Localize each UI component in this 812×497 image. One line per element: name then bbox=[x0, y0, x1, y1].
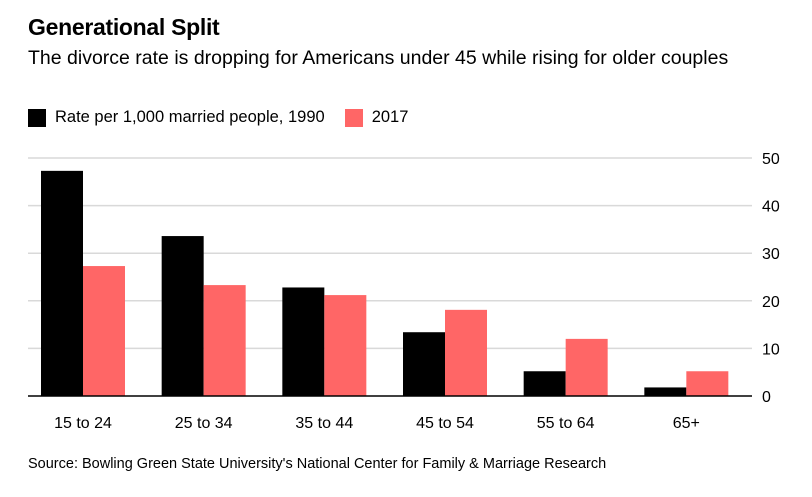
bar-1990-5 bbox=[644, 387, 687, 396]
bar-1990-4 bbox=[523, 371, 566, 396]
x-tick-label: 45 to 54 bbox=[416, 415, 474, 432]
chart-title: Generational Split bbox=[28, 14, 220, 40]
bar-1990-0 bbox=[41, 170, 83, 396]
bar-1990-3 bbox=[403, 332, 445, 396]
bar-2017-2 bbox=[324, 295, 367, 396]
x-tick-label: 15 to 24 bbox=[54, 415, 112, 432]
bar-1990-2 bbox=[282, 287, 325, 396]
legend-label-1990: Rate per 1,000 married people, 1990 bbox=[55, 108, 325, 126]
x-tick-label: 55 to 64 bbox=[537, 415, 595, 432]
legend: Rate per 1,000 married people, 1990 2017 bbox=[28, 108, 428, 127]
chart-subtitle: The divorce rate is dropping for America… bbox=[28, 47, 729, 69]
bar-2017-5 bbox=[686, 371, 729, 396]
bar-1990-1 bbox=[161, 236, 204, 396]
x-tick-label: 25 to 34 bbox=[175, 415, 233, 432]
x-tick-label: 35 to 44 bbox=[295, 415, 353, 432]
legend-swatch-2017 bbox=[344, 108, 363, 127]
legend-item-1990: Rate per 1,000 married people, 1990 bbox=[28, 108, 325, 127]
legend-label-2017: 2017 bbox=[371, 108, 409, 126]
y-tick-label: 10 bbox=[762, 341, 780, 358]
y-tick-label: 30 bbox=[762, 246, 780, 263]
y-tick-label: 20 bbox=[762, 294, 780, 311]
legend-item-2017: 2017 bbox=[344, 108, 409, 127]
y-tick-label: 40 bbox=[762, 199, 780, 216]
bar-2017-0 bbox=[83, 266, 125, 396]
bar-2017-3 bbox=[445, 309, 487, 396]
legend-swatch-1990 bbox=[28, 108, 46, 127]
source-note: Source: Bowling Green State University's… bbox=[28, 456, 607, 472]
bar-2017-4 bbox=[565, 338, 608, 396]
bar-2017-1 bbox=[203, 285, 246, 396]
y-tick-label: 0 bbox=[762, 389, 771, 406]
x-tick-label: 65+ bbox=[673, 415, 700, 432]
y-tick-label: 50 bbox=[762, 151, 780, 168]
